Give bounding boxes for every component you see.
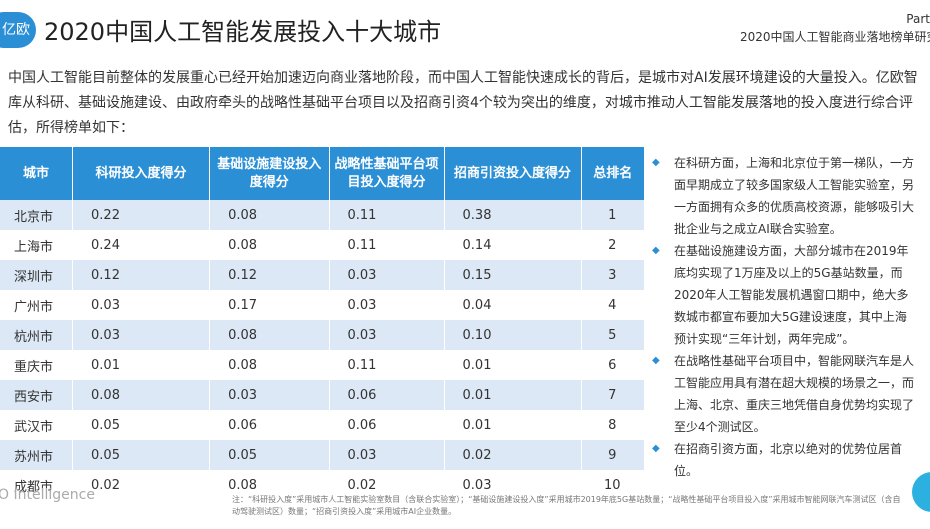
table-cell: 0.17	[209, 290, 330, 320]
table-cell: 杭州市	[0, 320, 74, 350]
table-row: 西安市 0.08 0.03 0.06 0.01 7	[0, 380, 646, 410]
table-cell: 0.03	[72, 290, 211, 320]
table-cell: 成都市	[0, 470, 74, 500]
table-cell: 9	[581, 440, 646, 470]
table-row: 深圳市 0.12 0.12 0.03 0.15 3	[0, 260, 646, 290]
table-cell: 4	[581, 290, 646, 320]
table-cell: 0.05	[209, 440, 330, 470]
column-header: 基础设施建设投入度得分	[209, 147, 330, 200]
table-cell: 0.11	[329, 350, 445, 380]
part-label: Part	[906, 12, 930, 26]
table-cell: 0.03	[72, 320, 211, 350]
column-header: 战略性基础平台项目投入度得分	[329, 147, 445, 200]
table-cell: 0.08	[209, 320, 330, 350]
table-cell: 7	[581, 380, 646, 410]
table-cell: 0.01	[444, 350, 582, 380]
table-cell: 0.14	[444, 230, 582, 260]
table-cell: 0.03	[329, 260, 445, 290]
table-cell: 0.01	[444, 410, 582, 440]
table-cell: 10	[581, 470, 646, 500]
table-row: 杭州市 0.03 0.08 0.03 0.10 5	[0, 320, 646, 350]
table-row: 广州市 0.03 0.17 0.03 0.04 4	[0, 290, 646, 320]
table-cell: 5	[581, 320, 646, 350]
table-cell: 0.05	[72, 440, 211, 470]
table-cell: 0.12	[72, 260, 211, 290]
logo: 亿欧	[0, 12, 36, 48]
table-cell: 0.03	[329, 440, 445, 470]
brand: O Intelligence	[0, 487, 95, 503]
table-cell: 2	[581, 230, 646, 260]
table-cell: 0.02	[329, 470, 445, 500]
title: 2020中国人工智能发展投入十大城市	[44, 18, 442, 46]
table-cell: 0.04	[444, 290, 582, 320]
column-header: 总排名	[581, 147, 646, 200]
bullets: 在科研方面，上海和北京位于第一梯队，一方面早期成立了较多国家级人工智能实验室，另…	[652, 152, 917, 482]
table-cell: 0.06	[329, 410, 445, 440]
table-cell: 0.11	[329, 200, 445, 230]
table-cell: 0.22	[72, 200, 211, 230]
bullet: 在战略性基础平台项目中，智能网联汽车是人工智能应用具有潜在超大规模的场景之一，而…	[652, 350, 917, 438]
note: 注：“科研投入度”采用城市人工智能实验室数目（含联合实验室）；“基础设施建设投入…	[232, 495, 901, 516]
table-row: 上海市 0.24 0.08 0.11 0.14 2	[0, 230, 646, 260]
table-cell: 重庆市	[0, 350, 74, 380]
table-cell: 1	[581, 200, 646, 230]
bullet: 在招商引资方面，北京以绝对的优势位居首位。	[652, 438, 917, 482]
table-cell: 0.03	[209, 380, 330, 410]
table-cell: 0.12	[209, 260, 330, 290]
table-cell: 广州市	[0, 290, 74, 320]
column-header: 城市	[0, 147, 74, 200]
table-cell: 0.02	[444, 440, 582, 470]
table-row: 成都市 0.02 0.08 0.02 0.03 10	[0, 470, 646, 500]
table-cell: 西安市	[0, 380, 74, 410]
table-cell: 0.03	[329, 290, 445, 320]
intro: 中国人工智能目前整体的发展重心已经开始加速迈向商业落地阶段，而中国人工智能快速成…	[8, 70, 918, 136]
table-cell: 0.06	[209, 410, 330, 440]
table-cell: 0.15	[444, 260, 582, 290]
page-badge	[912, 472, 930, 512]
bullet: 在基础设施建设方面，大部分城市在2019年底均实现了1万座及以上的5G基站数量，…	[652, 240, 917, 350]
table-cell: 0.06	[329, 380, 445, 410]
table-row: 北京市 0.22 0.08 0.11 0.38 1	[0, 200, 646, 230]
table-cell: 苏州市	[0, 440, 74, 470]
table-cell: 0.01	[72, 350, 211, 380]
table-cell: 6	[581, 350, 646, 380]
column-header: 招商引资投入度得分	[444, 147, 582, 200]
table-cell: 8	[581, 410, 646, 440]
table-cell: 上海市	[0, 230, 74, 260]
table-cell: 北京市	[0, 200, 74, 230]
table-cell: 0.08	[72, 380, 211, 410]
subtitle: 2020中国人工智能商业落地榜单研究	[740, 30, 930, 44]
table-cell: 3	[581, 260, 646, 290]
table-cell: 0.05	[72, 410, 211, 440]
table-cell: 0.08	[209, 470, 330, 500]
table-cell: 0.01	[444, 380, 582, 410]
table-row: 武汉市 0.05 0.06 0.06 0.01 8	[0, 410, 646, 440]
table-cell: 0.03	[444, 470, 582, 500]
header-row: 城市 科研投入度得分 基础设施建设投入度得分 战略性基础平台项目投入度得分 招商引资投入…	[0, 147, 646, 200]
bullet: 在科研方面，上海和北京位于第一梯队，一方面早期成立了较多国家级人工智能实验室，另…	[652, 152, 917, 240]
table-cell: 0.38	[444, 200, 582, 230]
table-cell: 0.02	[72, 470, 211, 500]
table-cell: 0.03	[329, 320, 445, 350]
table-cell: 0.08	[209, 230, 330, 260]
table-cell: 0.11	[329, 230, 445, 260]
table-cell: 0.10	[444, 320, 582, 350]
table-cell: 0.08	[209, 350, 330, 380]
table-cell: 0.08	[209, 200, 330, 230]
table-cell: 深圳市	[0, 260, 74, 290]
table-cell: 武汉市	[0, 410, 74, 440]
table-row: 苏州市 0.05 0.05 0.03 0.02 9	[0, 440, 646, 470]
table-row: 重庆市 0.01 0.08 0.11 0.01 6	[0, 350, 646, 380]
table-cell: 0.24	[72, 230, 211, 260]
table: 城市 科研投入度得分 基础设施建设投入度得分 战略性基础平台项目投入度得分 招商引资投入…	[0, 147, 646, 500]
column-header: 科研投入度得分	[72, 147, 211, 200]
